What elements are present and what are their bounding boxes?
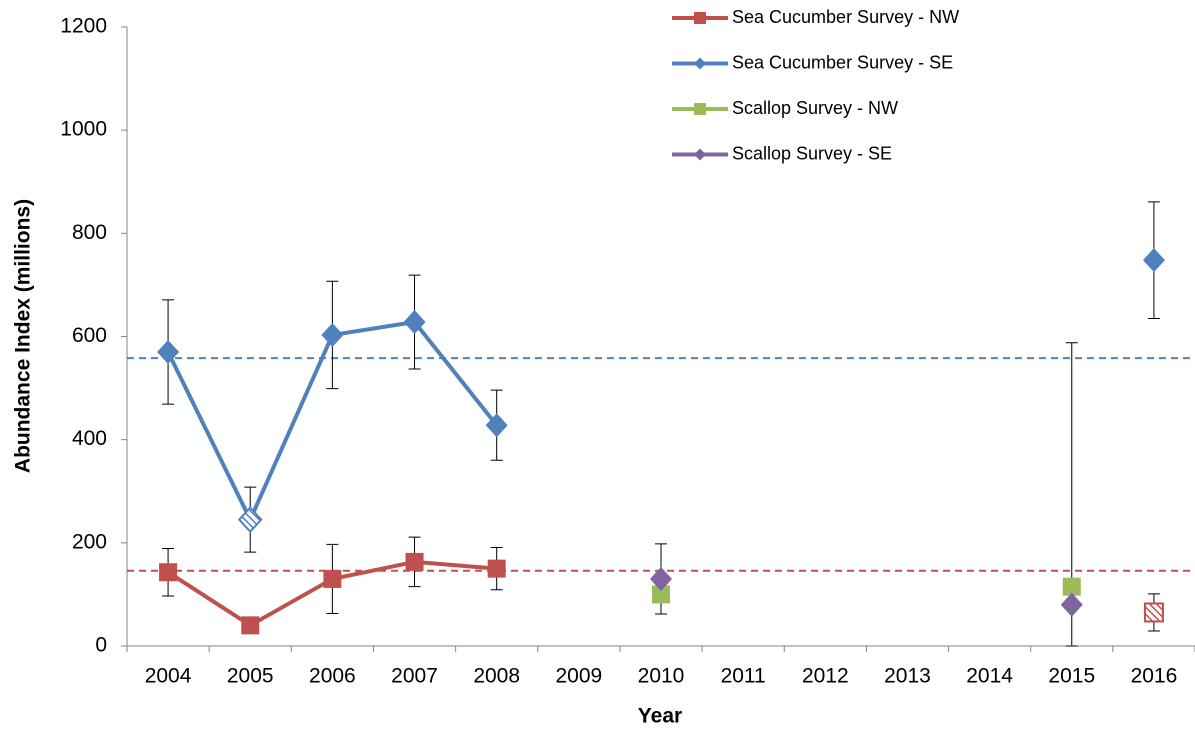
marker [650, 566, 672, 591]
x-tick-label: 2014 [966, 665, 1013, 688]
x-tick-label: 2006 [309, 665, 356, 688]
x-tick-label: 2004 [145, 665, 192, 688]
x-tick-label: 2015 [1048, 665, 1095, 688]
marker [1060, 592, 1083, 617]
marker [157, 339, 180, 364]
legend-marker [694, 103, 706, 115]
legend-marker [694, 12, 706, 24]
legend-label: Scallop Survey - SE [732, 143, 892, 163]
x-tick-label: 2007 [391, 665, 438, 688]
marker [405, 552, 424, 571]
marker [403, 310, 426, 335]
marker [159, 563, 178, 582]
marker [487, 559, 506, 578]
y-tick-label: 200 [72, 530, 107, 553]
legend-marker [694, 57, 706, 70]
y-tick-label: 400 [72, 427, 107, 450]
marker [1062, 577, 1081, 596]
y-tick-label: 0 [95, 634, 107, 657]
x-axis-title: Year [638, 705, 682, 728]
x-tick-label: 2011 [721, 665, 766, 688]
y-tick-label: 1000 [60, 118, 107, 141]
marker [323, 569, 342, 588]
x-tick-label: 2012 [802, 665, 849, 688]
y-tick-label: 1200 [60, 15, 107, 38]
x-tick-label: 2008 [473, 665, 520, 688]
marker [241, 616, 260, 635]
y-tick-label: 800 [72, 221, 107, 244]
marker [237, 506, 263, 534]
legend-label: Sea Cucumber Survey - SE [732, 52, 953, 72]
marker [321, 322, 344, 347]
marker [652, 585, 670, 604]
marker [1143, 602, 1164, 623]
x-tick-label: 2016 [1131, 665, 1178, 688]
x-tick-label: 2009 [555, 665, 602, 688]
y-axis-title: Abundance Index (millions) [12, 199, 35, 473]
x-tick-label: 2010 [638, 665, 685, 688]
marker [485, 413, 508, 438]
x-tick-label: 2005 [227, 665, 274, 688]
series-line [168, 260, 1154, 519]
marker [1142, 248, 1165, 273]
legend-label: Scallop Survey - NW [732, 98, 898, 118]
x-tick-label: 2013 [884, 665, 931, 688]
legend-marker [694, 148, 706, 161]
legend-label: Sea Cucumber Survey - NW [732, 7, 959, 27]
y-tick-label: 600 [72, 324, 107, 347]
